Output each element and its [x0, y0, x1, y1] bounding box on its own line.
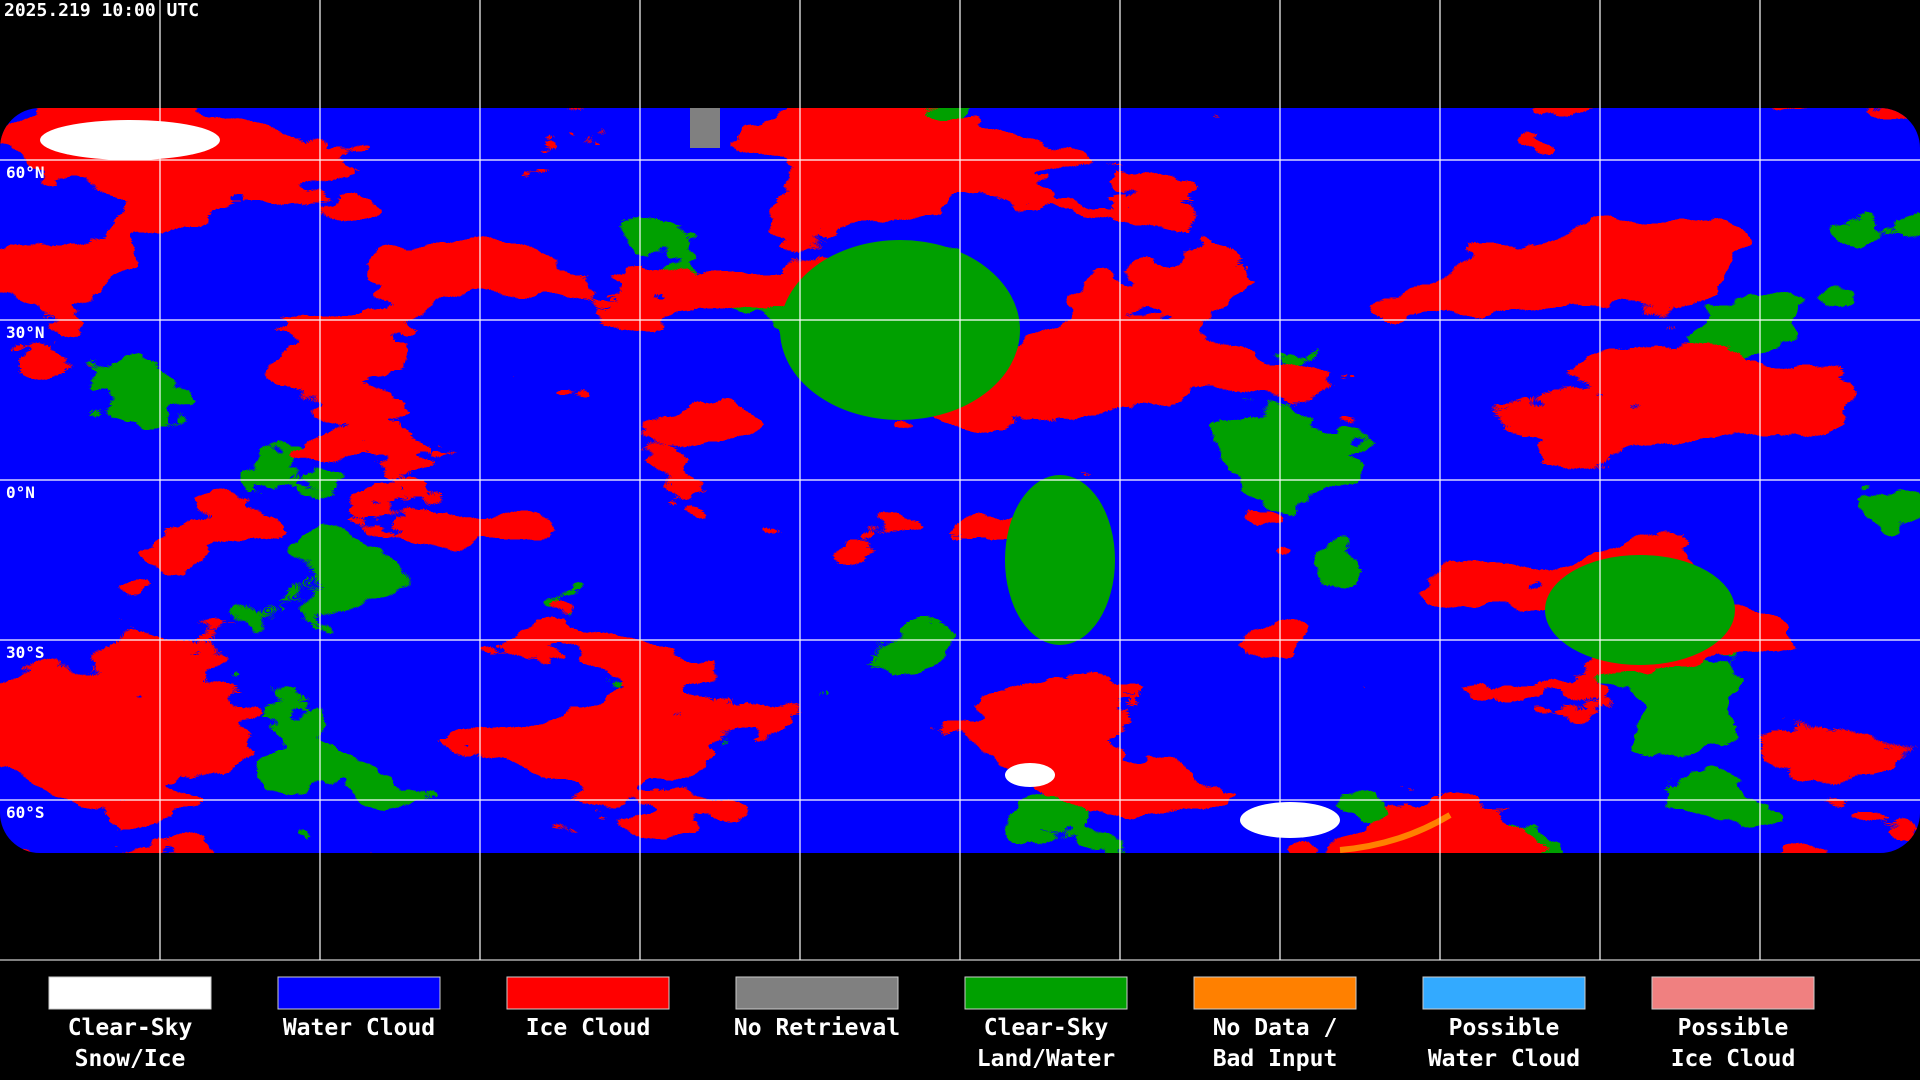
legend-label: Possible [1678, 1015, 1789, 1041]
no-retrieval-patch [690, 108, 720, 148]
legend-label: No Retrieval [734, 1015, 900, 1041]
antarctic-snow [1240, 802, 1340, 838]
africa-clear [1005, 475, 1115, 645]
latitude-label: 60°N [6, 163, 45, 182]
antarctic-snow [1005, 763, 1055, 787]
legend-label: Water Cloud [1428, 1046, 1580, 1072]
legend-label: Possible [1449, 1015, 1560, 1041]
legend-label: Clear-Sky [68, 1015, 193, 1041]
latitude-label: 30°N [6, 323, 45, 342]
legend-label: Water Cloud [283, 1015, 435, 1041]
latitude-label: 60°S [6, 803, 45, 822]
legend-label: No Data / [1213, 1015, 1338, 1041]
legend-swatch [1193, 976, 1357, 1010]
legend: Clear-Sky Snow/Ice Water Cloud Ice Cloud No … [48, 976, 1815, 1072]
legend-label: Snow/Ice [75, 1046, 186, 1072]
legend-label: Bad Input [1213, 1046, 1338, 1072]
legend-label: Ice Cloud [1671, 1046, 1796, 1072]
legend-swatch [506, 976, 670, 1010]
graticule [0, 0, 1920, 960]
australia-clear [1545, 555, 1735, 665]
legend-swatch [48, 976, 212, 1010]
latitude-labels: 60°N 30°N 0°N 30°S 60°S [6, 163, 45, 822]
legend-swatch [277, 976, 441, 1010]
legend-swatch [1422, 976, 1586, 1010]
latitude-label: 30°S [6, 643, 45, 662]
bad-input-strip [1339, 812, 1452, 853]
legend-label: Clear-Sky [984, 1015, 1109, 1041]
timestamp: 2025.219 10:00 UTC [4, 0, 199, 21]
legend-swatch [1651, 976, 1815, 1010]
latitude-label: 0°N [6, 483, 35, 502]
legend-swatch [735, 976, 899, 1010]
legend-label: Land/Water [977, 1046, 1115, 1072]
legend-swatch [964, 976, 1128, 1010]
arctic-snow [40, 120, 220, 160]
sahara-clear [780, 240, 1020, 420]
legend-label: Ice Cloud [526, 1015, 651, 1041]
